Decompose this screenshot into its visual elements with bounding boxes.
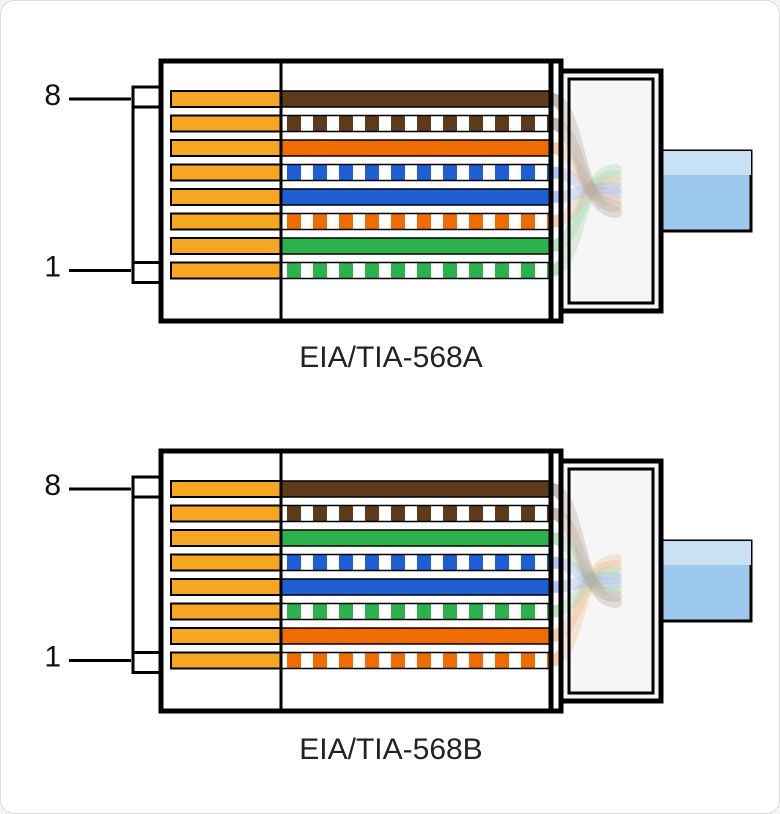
caption-568b: EIA/TIA-568B bbox=[1, 733, 780, 767]
svg-text:8: 8 bbox=[44, 469, 61, 502]
connector-568a: 81 bbox=[1, 41, 780, 341]
connector-568b: 81 bbox=[1, 431, 780, 731]
caption-568a: EIA/TIA-568A bbox=[1, 341, 780, 375]
diagram-frame: 81 EIA/TIA-568A 81 EIA/TIA-568B bbox=[0, 0, 780, 814]
svg-text:1: 1 bbox=[44, 641, 61, 674]
svg-text:8: 8 bbox=[44, 79, 61, 112]
svg-text:1: 1 bbox=[44, 251, 61, 284]
